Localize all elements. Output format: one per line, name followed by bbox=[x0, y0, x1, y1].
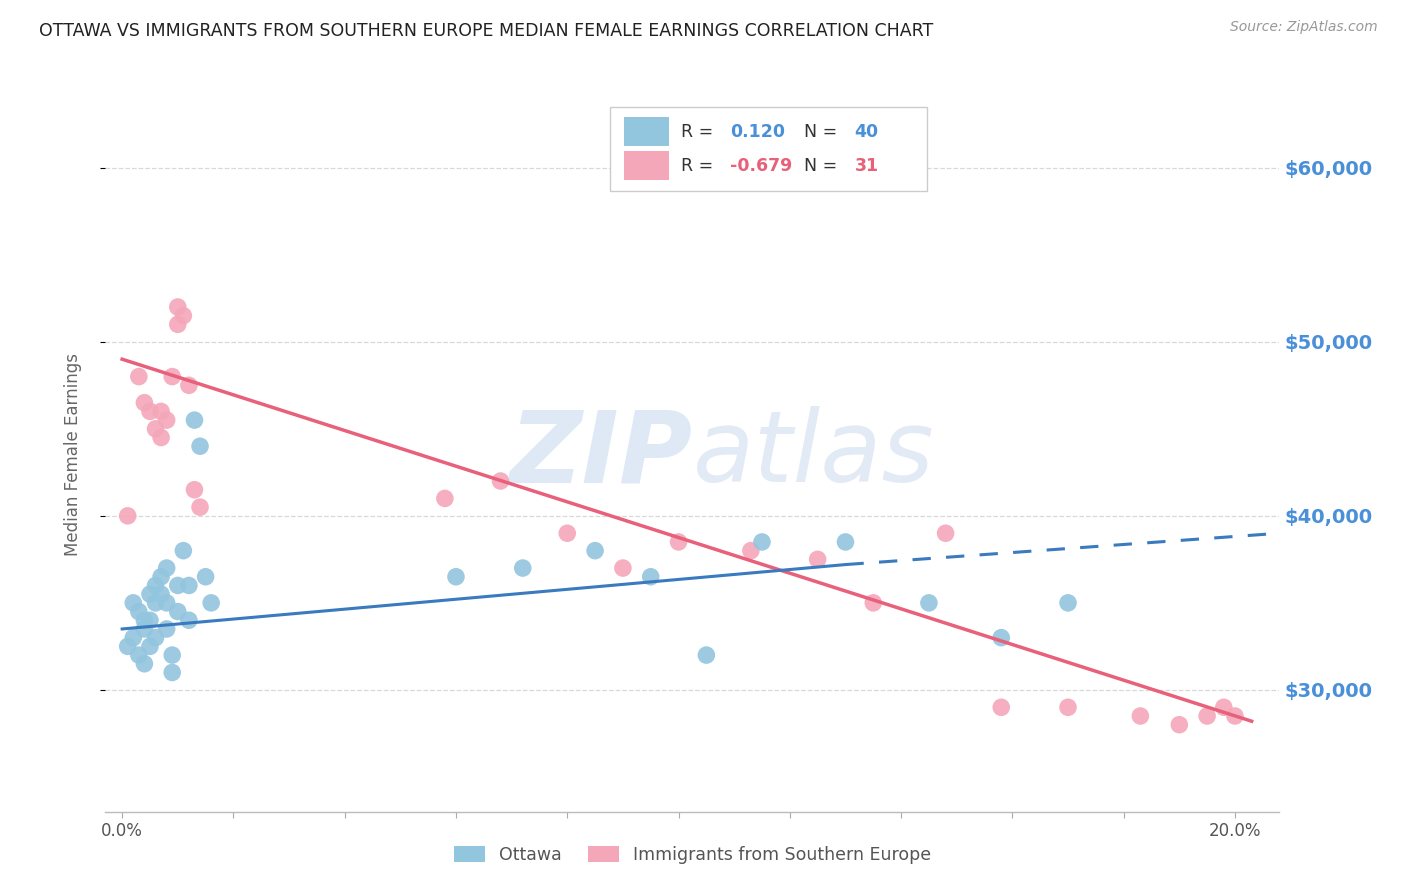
Point bbox=[134, 657, 156, 671]
Point bbox=[177, 613, 200, 627]
Point bbox=[172, 543, 194, 558]
Point bbox=[134, 613, 156, 627]
FancyBboxPatch shape bbox=[624, 151, 669, 180]
Text: atlas: atlas bbox=[692, 407, 934, 503]
Point bbox=[183, 483, 205, 497]
Point bbox=[172, 309, 194, 323]
Point bbox=[990, 700, 1012, 714]
Text: 31: 31 bbox=[855, 157, 879, 175]
Point bbox=[156, 413, 179, 427]
Point bbox=[134, 622, 156, 636]
Point bbox=[156, 622, 179, 636]
Point bbox=[128, 648, 150, 662]
Point bbox=[751, 535, 773, 549]
Point bbox=[139, 404, 162, 418]
Point bbox=[145, 631, 167, 645]
Point bbox=[489, 474, 512, 488]
Text: Source: ZipAtlas.com: Source: ZipAtlas.com bbox=[1230, 20, 1378, 34]
Point bbox=[1168, 717, 1191, 731]
Point bbox=[160, 665, 183, 680]
Point bbox=[200, 596, 222, 610]
Point bbox=[150, 430, 173, 444]
Text: OTTAWA VS IMMIGRANTS FROM SOUTHERN EUROPE MEDIAN FEMALE EARNINGS CORRELATION CHA: OTTAWA VS IMMIGRANTS FROM SOUTHERN EUROP… bbox=[39, 22, 934, 40]
Point bbox=[695, 648, 717, 662]
Point bbox=[117, 640, 139, 654]
Point bbox=[145, 422, 167, 436]
Text: N =: N = bbox=[804, 157, 842, 175]
Point bbox=[433, 491, 456, 506]
Point bbox=[150, 404, 173, 418]
FancyBboxPatch shape bbox=[624, 118, 669, 146]
Point bbox=[122, 596, 145, 610]
Point bbox=[145, 596, 167, 610]
Point bbox=[156, 596, 179, 610]
Point bbox=[918, 596, 941, 610]
Text: 40: 40 bbox=[855, 123, 879, 141]
Point bbox=[1057, 700, 1080, 714]
Point bbox=[1223, 709, 1246, 723]
Point bbox=[583, 543, 606, 558]
Point bbox=[935, 526, 957, 541]
Point bbox=[1212, 700, 1234, 714]
Point bbox=[160, 369, 183, 384]
Point bbox=[188, 500, 211, 515]
Point bbox=[834, 535, 856, 549]
Text: R =: R = bbox=[681, 157, 718, 175]
Point bbox=[139, 640, 162, 654]
Text: 0.120: 0.120 bbox=[730, 123, 785, 141]
Point bbox=[444, 570, 467, 584]
Point bbox=[1057, 596, 1080, 610]
Point bbox=[150, 587, 173, 601]
Point bbox=[1197, 709, 1219, 723]
Point bbox=[128, 605, 150, 619]
Point bbox=[555, 526, 578, 541]
Point bbox=[166, 605, 188, 619]
Point bbox=[160, 648, 183, 662]
Point bbox=[166, 318, 188, 332]
Point bbox=[117, 508, 139, 523]
Point bbox=[145, 578, 167, 592]
Point bbox=[177, 578, 200, 592]
Point bbox=[807, 552, 830, 566]
Text: R =: R = bbox=[681, 123, 718, 141]
Point bbox=[1129, 709, 1152, 723]
Point bbox=[990, 631, 1012, 645]
Point bbox=[150, 570, 173, 584]
FancyBboxPatch shape bbox=[610, 107, 927, 191]
Legend: Ottawa, Immigrants from Southern Europe: Ottawa, Immigrants from Southern Europe bbox=[447, 838, 938, 871]
Point bbox=[740, 543, 762, 558]
Point bbox=[640, 570, 662, 584]
Point bbox=[128, 369, 150, 384]
Y-axis label: Median Female Earnings: Median Female Earnings bbox=[63, 353, 82, 557]
Text: -0.679: -0.679 bbox=[730, 157, 792, 175]
Point bbox=[134, 395, 156, 409]
Text: ZIP: ZIP bbox=[509, 407, 692, 503]
Point bbox=[166, 578, 188, 592]
Text: N =: N = bbox=[804, 123, 842, 141]
Point bbox=[862, 596, 884, 610]
Point bbox=[156, 561, 179, 575]
Point bbox=[612, 561, 634, 575]
Point bbox=[122, 631, 145, 645]
Point bbox=[194, 570, 217, 584]
Point bbox=[512, 561, 534, 575]
Point bbox=[183, 413, 205, 427]
Point bbox=[139, 587, 162, 601]
Point bbox=[668, 535, 690, 549]
Point bbox=[139, 613, 162, 627]
Point bbox=[177, 378, 200, 392]
Point bbox=[188, 439, 211, 453]
Point bbox=[166, 300, 188, 314]
